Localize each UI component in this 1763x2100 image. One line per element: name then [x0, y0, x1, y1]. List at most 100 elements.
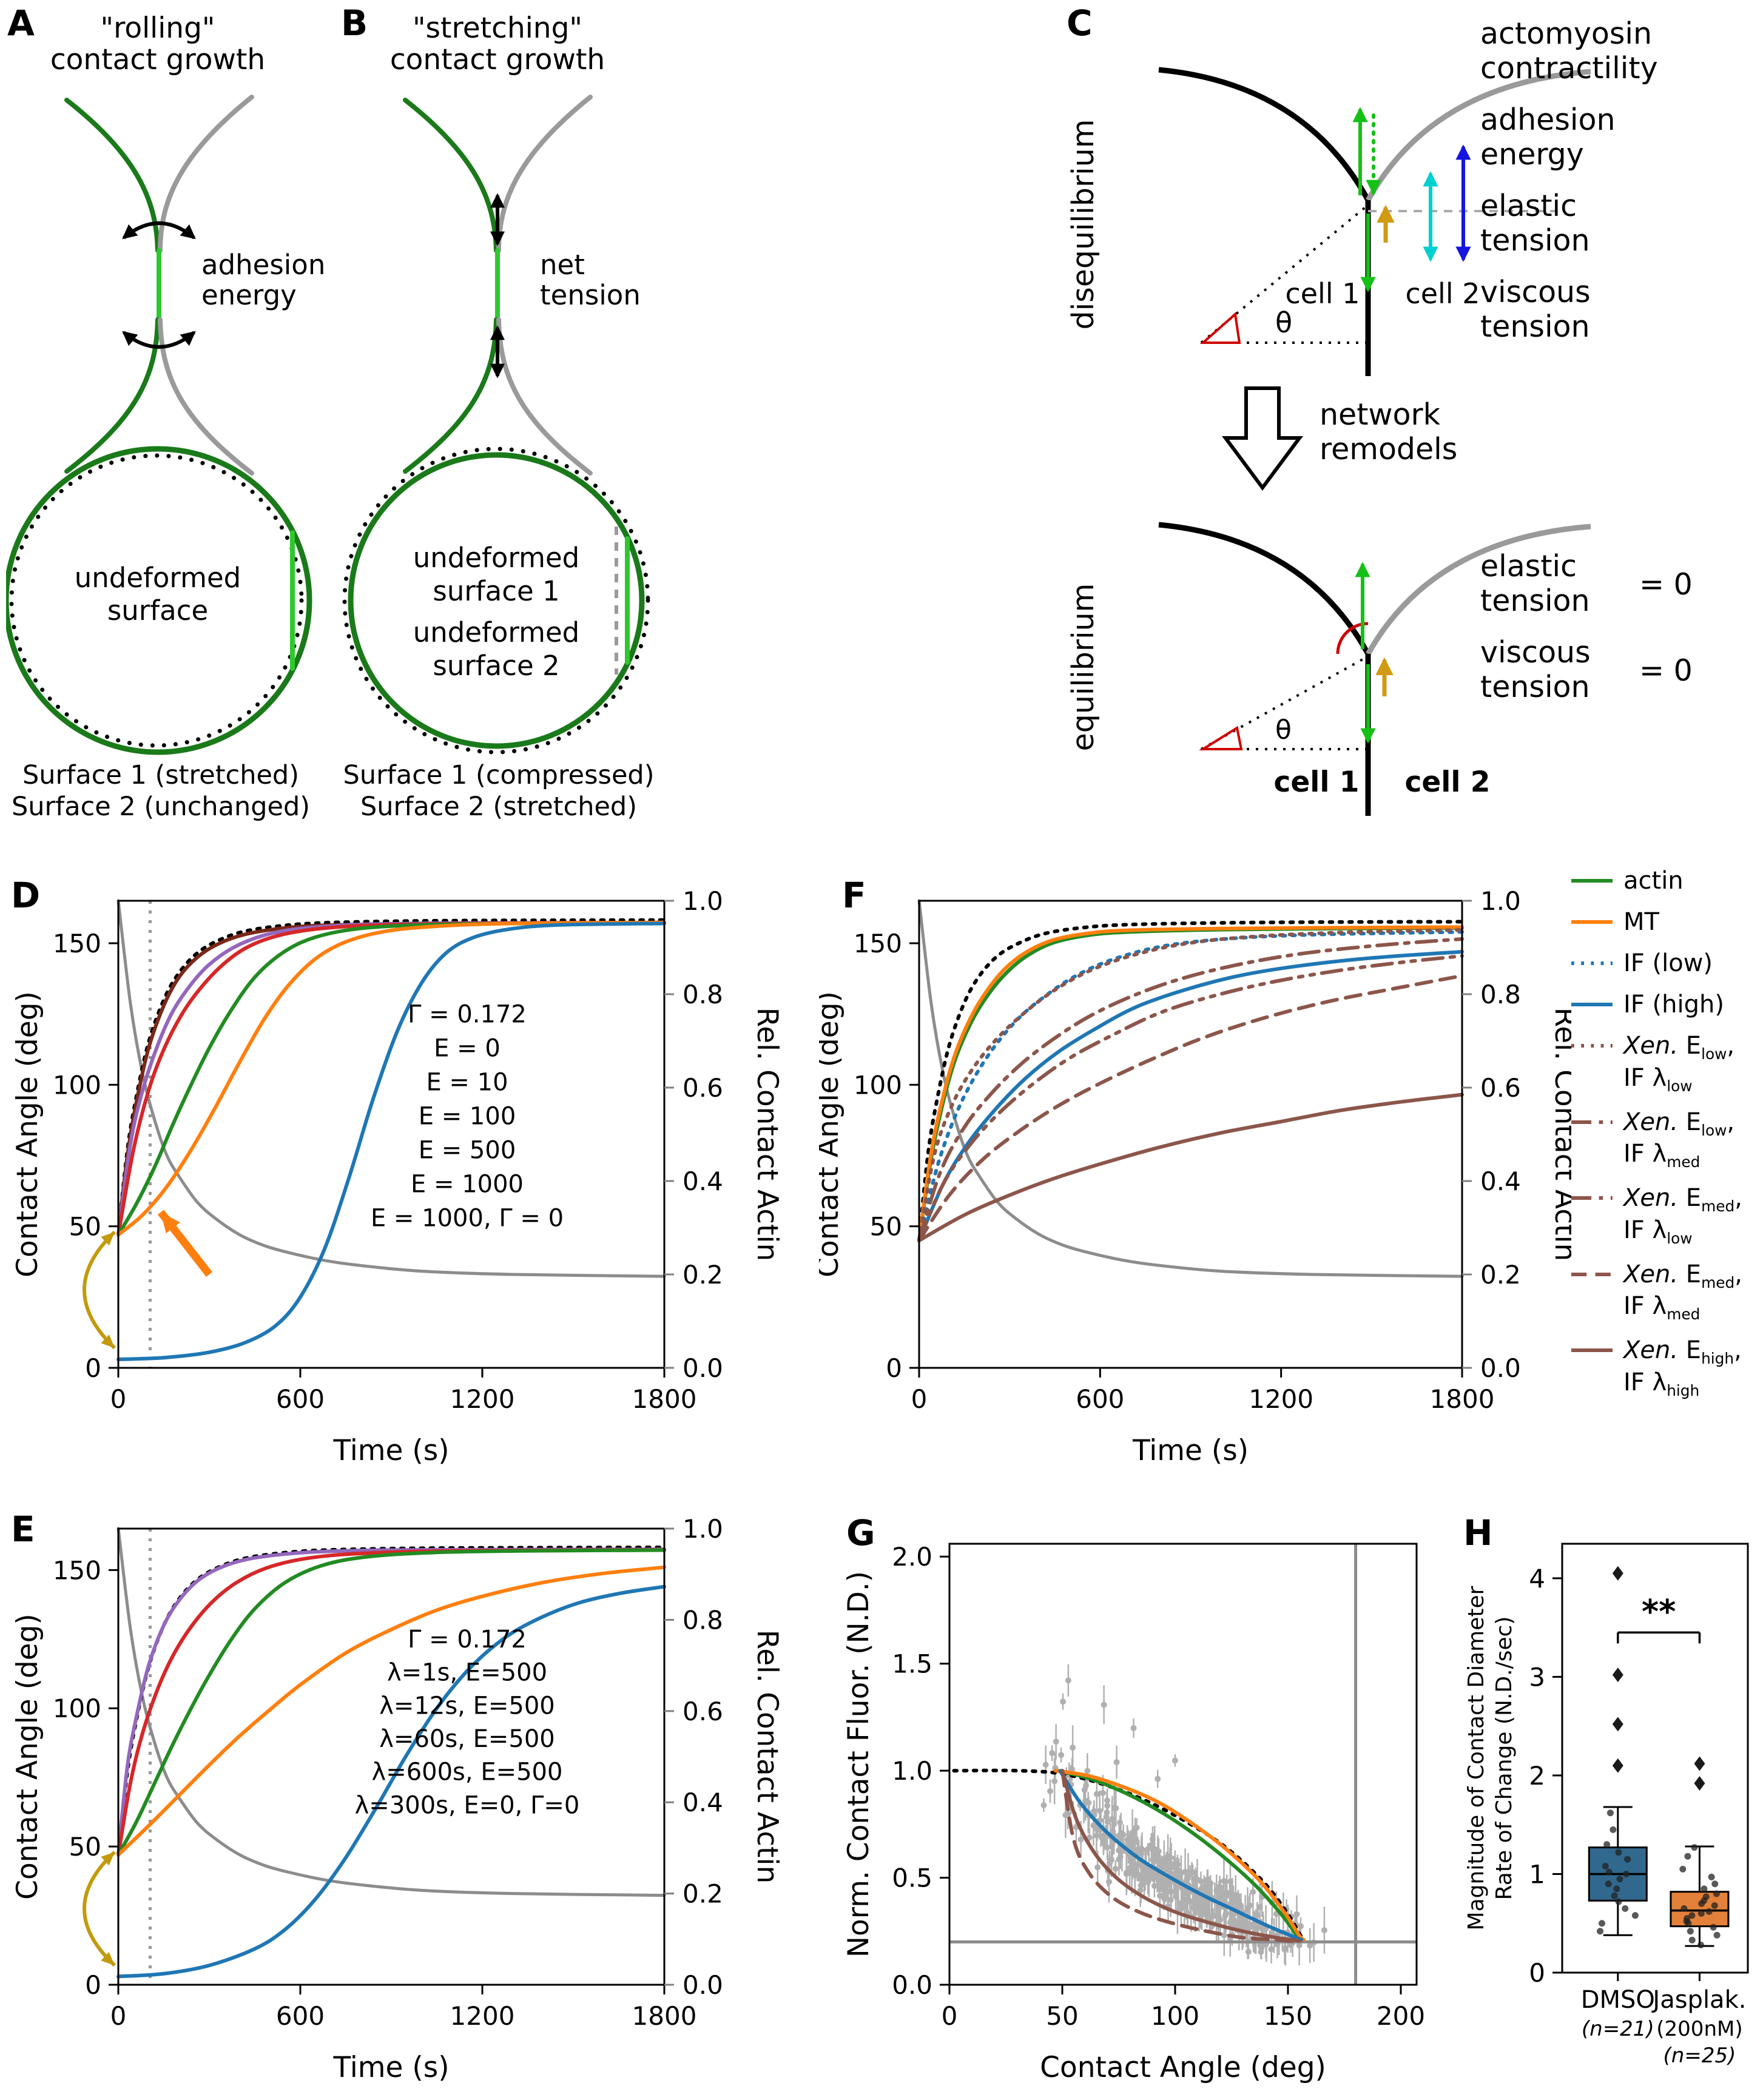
series-model-blue — [1058, 1769, 1304, 1942]
svg-text:1.0: 1.0 — [892, 1756, 932, 1786]
svg-text:1800: 1800 — [632, 1384, 697, 1414]
svg-text:0.4: 0.4 — [1480, 1166, 1521, 1196]
panel-label-c: C — [1067, 2, 1093, 44]
svg-text:Contact Angle (deg): Contact Angle (deg) — [1040, 2051, 1326, 2084]
svg-text:0.8: 0.8 — [1480, 980, 1521, 1009]
series-lambda=300s,E=0 — [116, 1584, 666, 1979]
svg-text:λ=1s, E=500: λ=1s, E=500 — [387, 1659, 547, 1687]
svg-text:Norm. Contact Fluor. (N.D.): Norm. Contact Fluor. (N.D.) — [842, 1571, 875, 1957]
svg-text:E = 10: E = 10 — [426, 1069, 508, 1097]
svg-text:4: 4 — [1529, 1564, 1545, 1594]
surface1-lower-arc — [403, 317, 499, 474]
svg-text:100: 100 — [53, 1694, 101, 1723]
panel-a: A "rolling" contact growth adhesion ener… — [6, 2, 325, 822]
svg-text:Time (s): Time (s) — [332, 1434, 449, 1467]
stretching-contact-diagram: net tension — [403, 95, 641, 476]
svg-text:2: 2 — [1529, 1761, 1545, 1791]
svg-text:0.8: 0.8 — [683, 1605, 723, 1635]
legend-line-sample — [1571, 920, 1613, 924]
svg-text:Jasplak.: Jasplak. — [1651, 1986, 1746, 2014]
svg-text:0: 0 — [886, 1353, 902, 1383]
legend-line-sample — [1571, 879, 1613, 883]
cell1-label: cell 1 — [1285, 277, 1360, 310]
caption-surface1: Surface 1 (compressed) — [343, 760, 655, 790]
svg-text:0.4: 0.4 — [683, 1166, 723, 1196]
series-reference — [917, 920, 1464, 1242]
theta-marker — [1199, 312, 1241, 344]
panel-b-title-line2: contact growth — [390, 43, 605, 76]
chart-h: DMSO (n=21) Jasplak. (200nM) (n=25) ** 0 1 2 3 4 Ma… — [1465, 1543, 1749, 2068]
state-equilibrium-label: equilibrium — [1066, 584, 1101, 752]
svg-text:Contact Angle (deg): Contact Angle (deg) — [11, 1614, 44, 1900]
panel-label-d: D — [11, 875, 41, 916]
force-adhesion-line2: energy — [1480, 137, 1584, 172]
equilibrium-diagram: θ cell 1 cell 2 — [1158, 522, 1591, 816]
circle-label-line2: surface — [107, 594, 208, 627]
svg-text:0.6: 0.6 — [683, 1697, 723, 1726]
eq-elastic-line1: elastic — [1480, 549, 1577, 584]
gamma-arrow — [83, 1851, 116, 1967]
svg-text:(n=25): (n=25) — [1664, 2044, 1736, 2068]
legend-item: Xen. Ehigh, IF λhigh — [1570, 1336, 1763, 1400]
svg-text:0.0: 0.0 — [1480, 1353, 1521, 1383]
series-model-orange — [1053, 1769, 1306, 1942]
legend-label: Xen. Elow, IF λmed — [1623, 1108, 1735, 1171]
svg-text:0.0: 0.0 — [892, 1970, 932, 2000]
plot-frame — [1561, 1543, 1749, 1974]
legend-line-sample — [1571, 961, 1613, 965]
force-actomyosin-line2: contractility — [1480, 51, 1658, 86]
chart-f: 0 600 1200 1800 0 50 100 150 0.0 0.2 0.4 0.6 0.8 1.0 T… — [819, 886, 1571, 1467]
svg-text:1: 1 — [1529, 1859, 1545, 1889]
legend-item: IF (low) — [1570, 949, 1763, 978]
adhesion-energy-label-line2: energy — [201, 279, 297, 311]
svg-text:1200: 1200 — [450, 1384, 515, 1414]
svg-text:Rel. Contact Actin: Rel. Contact Actin — [750, 1630, 784, 1884]
outlier-diamond — [1612, 1758, 1623, 1773]
legend-line-sample — [1571, 1044, 1613, 1048]
legend-item: MT — [1570, 907, 1763, 937]
svg-text:0: 0 — [110, 1384, 127, 1414]
svg-text:Γ = 0.172: Γ = 0.172 — [408, 1001, 527, 1029]
svg-text:Magnitude of Contact Diameter: Magnitude of Contact Diameter — [1465, 1586, 1489, 1930]
svg-text:1800: 1800 — [632, 2001, 697, 2031]
cell1-cortex — [1158, 67, 1370, 202]
series-E=10 — [116, 920, 666, 1237]
svg-text:0: 0 — [1529, 1958, 1545, 1988]
dotted-circle — [342, 446, 650, 755]
svg-text:0.5: 0.5 — [892, 1863, 932, 1893]
panel-c: C disequilibrium θ cell 1 cell 2 actomyo… — [1066, 2, 1693, 816]
plot-frame — [948, 1543, 1418, 1986]
svg-text:0.0: 0.0 — [683, 1970, 723, 2000]
svg-text:λ=600s, E=500: λ=600s, E=500 — [372, 1758, 563, 1786]
cell2-cortex — [1366, 69, 1591, 202]
svg-text:0: 0 — [110, 2001, 127, 2031]
adhesion-energy-label-line1: adhesion — [201, 249, 325, 281]
svg-text:50: 50 — [1046, 2001, 1078, 2031]
outlier-diamond — [1612, 1566, 1623, 1581]
svg-text:**: ** — [1642, 1592, 1676, 1631]
cell1-cortex — [1158, 522, 1370, 656]
series-xen-emed-ifmed — [917, 974, 1464, 1242]
series-xen-elow-iflow — [917, 928, 1464, 1242]
cell2-cortex — [1366, 523, 1591, 656]
disequilibrium-diagram: θ cell 1 cell 2 — [1158, 67, 1591, 376]
svg-text:0.6: 0.6 — [1480, 1073, 1521, 1103]
svg-text:1200: 1200 — [450, 2001, 515, 2031]
net-tension-label-line2: tension — [540, 279, 641, 311]
svg-text:λ=60s, E=500: λ=60s, E=500 — [379, 1725, 555, 1753]
legend-line-sample — [1571, 1196, 1613, 1200]
outlier-diamond — [1694, 1775, 1705, 1791]
legend-item: Xen. Elow, IF λlow — [1570, 1031, 1763, 1095]
cell1-label: cell 1 — [1273, 766, 1359, 799]
series-E=1000,G=0 — [116, 921, 666, 1361]
series-E=100 — [116, 920, 666, 1237]
boxplot-DMSO — [1588, 1566, 1648, 1936]
series-xen-emed-iflow — [917, 954, 1464, 1242]
svg-text:Contact Angle (deg): Contact Angle (deg) — [11, 991, 44, 1277]
svg-text:E = 100: E = 100 — [419, 1103, 516, 1131]
undeformed-surface-diagram: undeformed surface — [6, 446, 312, 755]
legend-item: Xen. Emed, IF λlow — [1570, 1183, 1763, 1248]
equilibrium-terms: elastic tension = 0 viscous tension = 0 — [1480, 549, 1693, 704]
svg-text:E = 500: E = 500 — [419, 1137, 516, 1165]
chart-e: 0 600 1200 1800 0 50 100 150 0.0 0.2 0.4 0.6 0.8 1.0 T… — [11, 1514, 784, 2084]
